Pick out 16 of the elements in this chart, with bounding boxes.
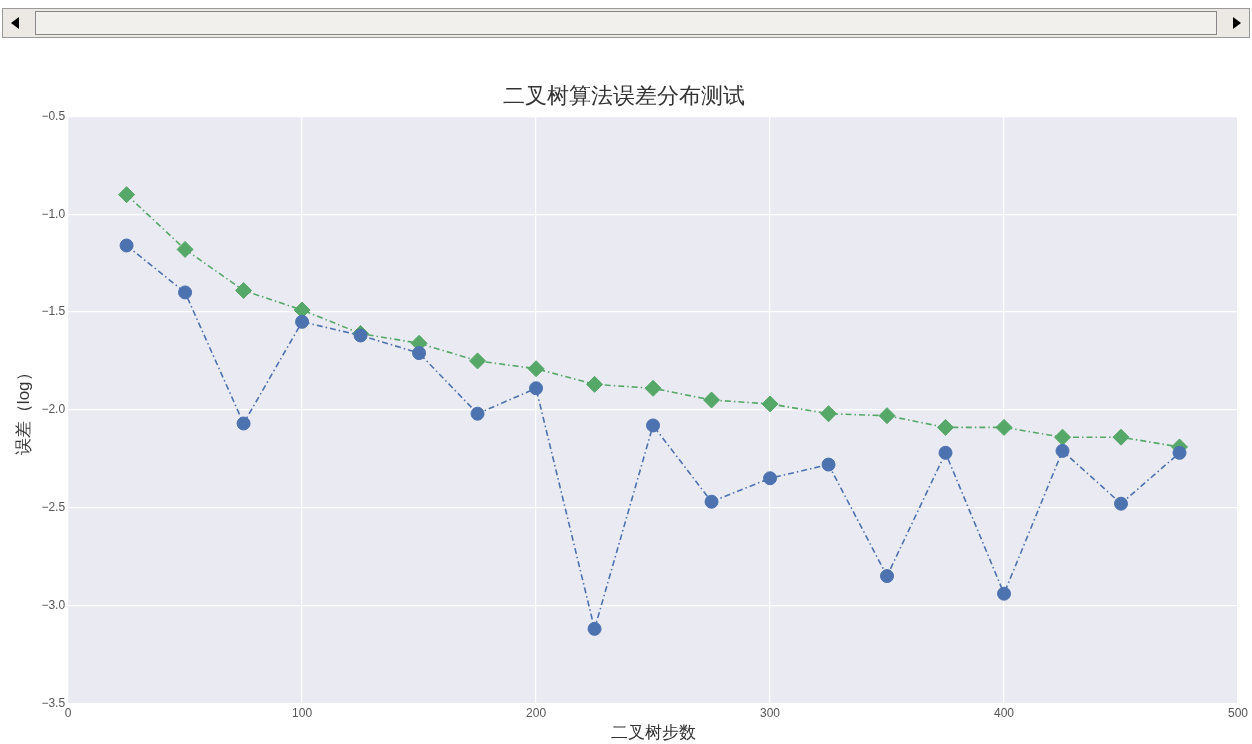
y-tick-label: −1.5 bbox=[41, 304, 66, 319]
chart-title: 二叉树算法误差分布测试 bbox=[503, 82, 745, 108]
y-axis-title: 误差（log） bbox=[13, 364, 33, 456]
y-tick-label: −3.0 bbox=[41, 597, 66, 612]
y-tick-label: −1.0 bbox=[41, 206, 66, 221]
y-tick-label: −3.5 bbox=[41, 695, 66, 710]
x-tick-label: 0 bbox=[64, 705, 72, 720]
x-tick-label: 400 bbox=[994, 705, 1015, 720]
y-tick-label: −2.0 bbox=[41, 402, 66, 417]
y-tick-label: −2.5 bbox=[41, 499, 66, 514]
x-axis-title: 二叉树步数 bbox=[610, 723, 696, 743]
x-tick-label: 300 bbox=[760, 705, 781, 720]
x-tick-label: 200 bbox=[526, 705, 547, 720]
y-tick-label: −0.5 bbox=[41, 108, 66, 123]
x-tick-label: 500 bbox=[1227, 705, 1249, 720]
x-tick-label: 100 bbox=[292, 705, 313, 720]
